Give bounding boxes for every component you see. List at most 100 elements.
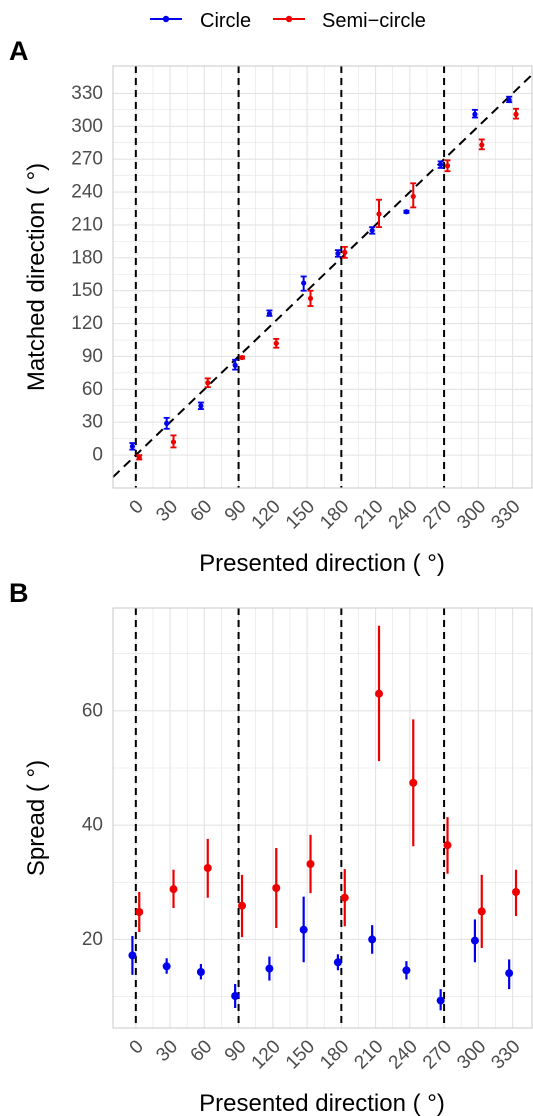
y-tick-label: 90 [82, 346, 103, 367]
data-point-semicircle [272, 884, 281, 892]
data-point-circle [470, 936, 479, 945]
data-point-circle [438, 162, 444, 168]
panel-a-x-axis-title: Presented direction ( °) [199, 550, 445, 577]
legend-key-semicircle-point [285, 15, 293, 23]
panel-a-data [129, 95, 520, 461]
data-point-circle [335, 250, 341, 257]
x-tick-label: 330 [487, 496, 524, 533]
panel-b-data [128, 625, 521, 1011]
data-point-circle [436, 996, 445, 1005]
data-point-semicircle [479, 142, 485, 148]
data-point-circle [164, 420, 170, 426]
y-tick-label: 180 [71, 247, 103, 268]
legend-label-circle: Circle [200, 10, 251, 32]
legend: Circle Semi−circle [150, 10, 426, 32]
panel-a-y-axis-title: Matched direction ( °) [23, 163, 50, 391]
legend-label-semicircle: Semi−circle [322, 10, 426, 32]
x-tick-label: 150 [282, 496, 319, 533]
panel-a-y-tick-labels: 0 30 60 90 120 150 180 210 240 270 300 330 [71, 83, 103, 466]
data-point-semicircle [205, 380, 211, 386]
data-point-circle [128, 951, 137, 960]
data-point-semicircle [409, 778, 418, 787]
data-point-semicircle [203, 864, 212, 872]
x-tick-label: 0 [126, 1036, 148, 1058]
x-tick-label: 60 [187, 1036, 217, 1066]
panel-b-grid [113, 608, 532, 1028]
data-point-semicircle [340, 893, 349, 902]
data-point-circle [472, 111, 478, 117]
data-point-circle [231, 992, 240, 1000]
data-point-semicircle [342, 249, 348, 255]
x-tick-label: 150 [282, 1036, 319, 1073]
data-point-circle [402, 966, 411, 975]
identity-line [112, 74, 533, 478]
data-point-circle [368, 935, 377, 944]
x-tick-label: 60 [187, 496, 217, 526]
x-tick-label: 210 [350, 496, 387, 533]
y-tick-label: 30 [82, 412, 103, 433]
y-tick-label: 210 [71, 214, 103, 235]
legend-item-circle[interactable]: Circle [150, 10, 251, 32]
data-point-semicircle [169, 885, 178, 894]
x-tick-label: 300 [453, 496, 490, 533]
x-tick-label: 30 [152, 496, 182, 526]
x-tick-label: 90 [221, 1036, 251, 1066]
data-point-circle [299, 925, 308, 934]
data-point-semicircle [477, 907, 486, 916]
y-tick-label: 300 [71, 116, 103, 137]
x-tick-label: 240 [385, 1036, 422, 1073]
x-tick-label: 30 [152, 1036, 182, 1066]
data-point-circle [403, 209, 410, 215]
data-point-semicircle [444, 163, 451, 169]
x-tick-label: 0 [126, 496, 148, 518]
data-point-circle [301, 280, 307, 286]
data-point-circle [505, 969, 514, 978]
data-point-circle [162, 962, 171, 971]
panel-b-y-axis-title: Spread ( °) [23, 760, 50, 876]
data-point-semicircle [306, 860, 315, 868]
panel-b-x-axis-title: Presented direction ( °) [199, 1090, 445, 1116]
x-tick-label: 210 [350, 1036, 387, 1073]
y-tick-label: 120 [71, 313, 103, 334]
data-point-semicircle [410, 193, 416, 200]
data-point-semicircle [170, 439, 177, 445]
panel-b-y-tick-labels: 20 40 60 [82, 700, 103, 950]
data-point-circle [333, 958, 342, 967]
panel-b-reference-lines [134, 608, 446, 1028]
data-point-semicircle [273, 340, 279, 346]
y-tick-label: 330 [71, 83, 103, 104]
x-tick-label: 120 [248, 496, 285, 533]
data-point-circle [506, 97, 512, 103]
data-point-semicircle [239, 354, 245, 361]
data-point-semicircle [443, 841, 452, 850]
data-point-semicircle [136, 454, 142, 460]
data-point-circle [265, 964, 274, 973]
legend-item-semicircle[interactable]: Semi−circle [273, 10, 426, 32]
x-tick-label: 120 [248, 1036, 285, 1073]
legend-key-circle-point [162, 15, 170, 23]
x-tick-label: 180 [316, 496, 353, 533]
x-tick-label: 240 [385, 496, 422, 533]
y-tick-label: 270 [71, 149, 103, 170]
data-point-semicircle [307, 295, 314, 301]
panel-a-border [112, 65, 533, 489]
y-tick-label: 40 [82, 815, 103, 836]
x-tick-label: 270 [419, 1036, 456, 1073]
data-point-semicircle [375, 689, 384, 698]
data-point-circle [129, 443, 136, 449]
x-tick-label: 330 [487, 1036, 524, 1073]
data-point-circle [198, 403, 204, 409]
data-point-semicircle [513, 111, 519, 117]
panel-a-reference-lines [112, 66, 533, 488]
y-tick-label: 0 [92, 445, 103, 466]
y-tick-label: 150 [71, 280, 103, 301]
y-tick-label: 20 [82, 929, 103, 950]
data-point-semicircle [238, 901, 247, 910]
data-point-semicircle [512, 888, 521, 896]
y-tick-label: 60 [82, 700, 103, 721]
data-point-circle [232, 362, 238, 368]
panel-b-tag: B [9, 578, 29, 608]
